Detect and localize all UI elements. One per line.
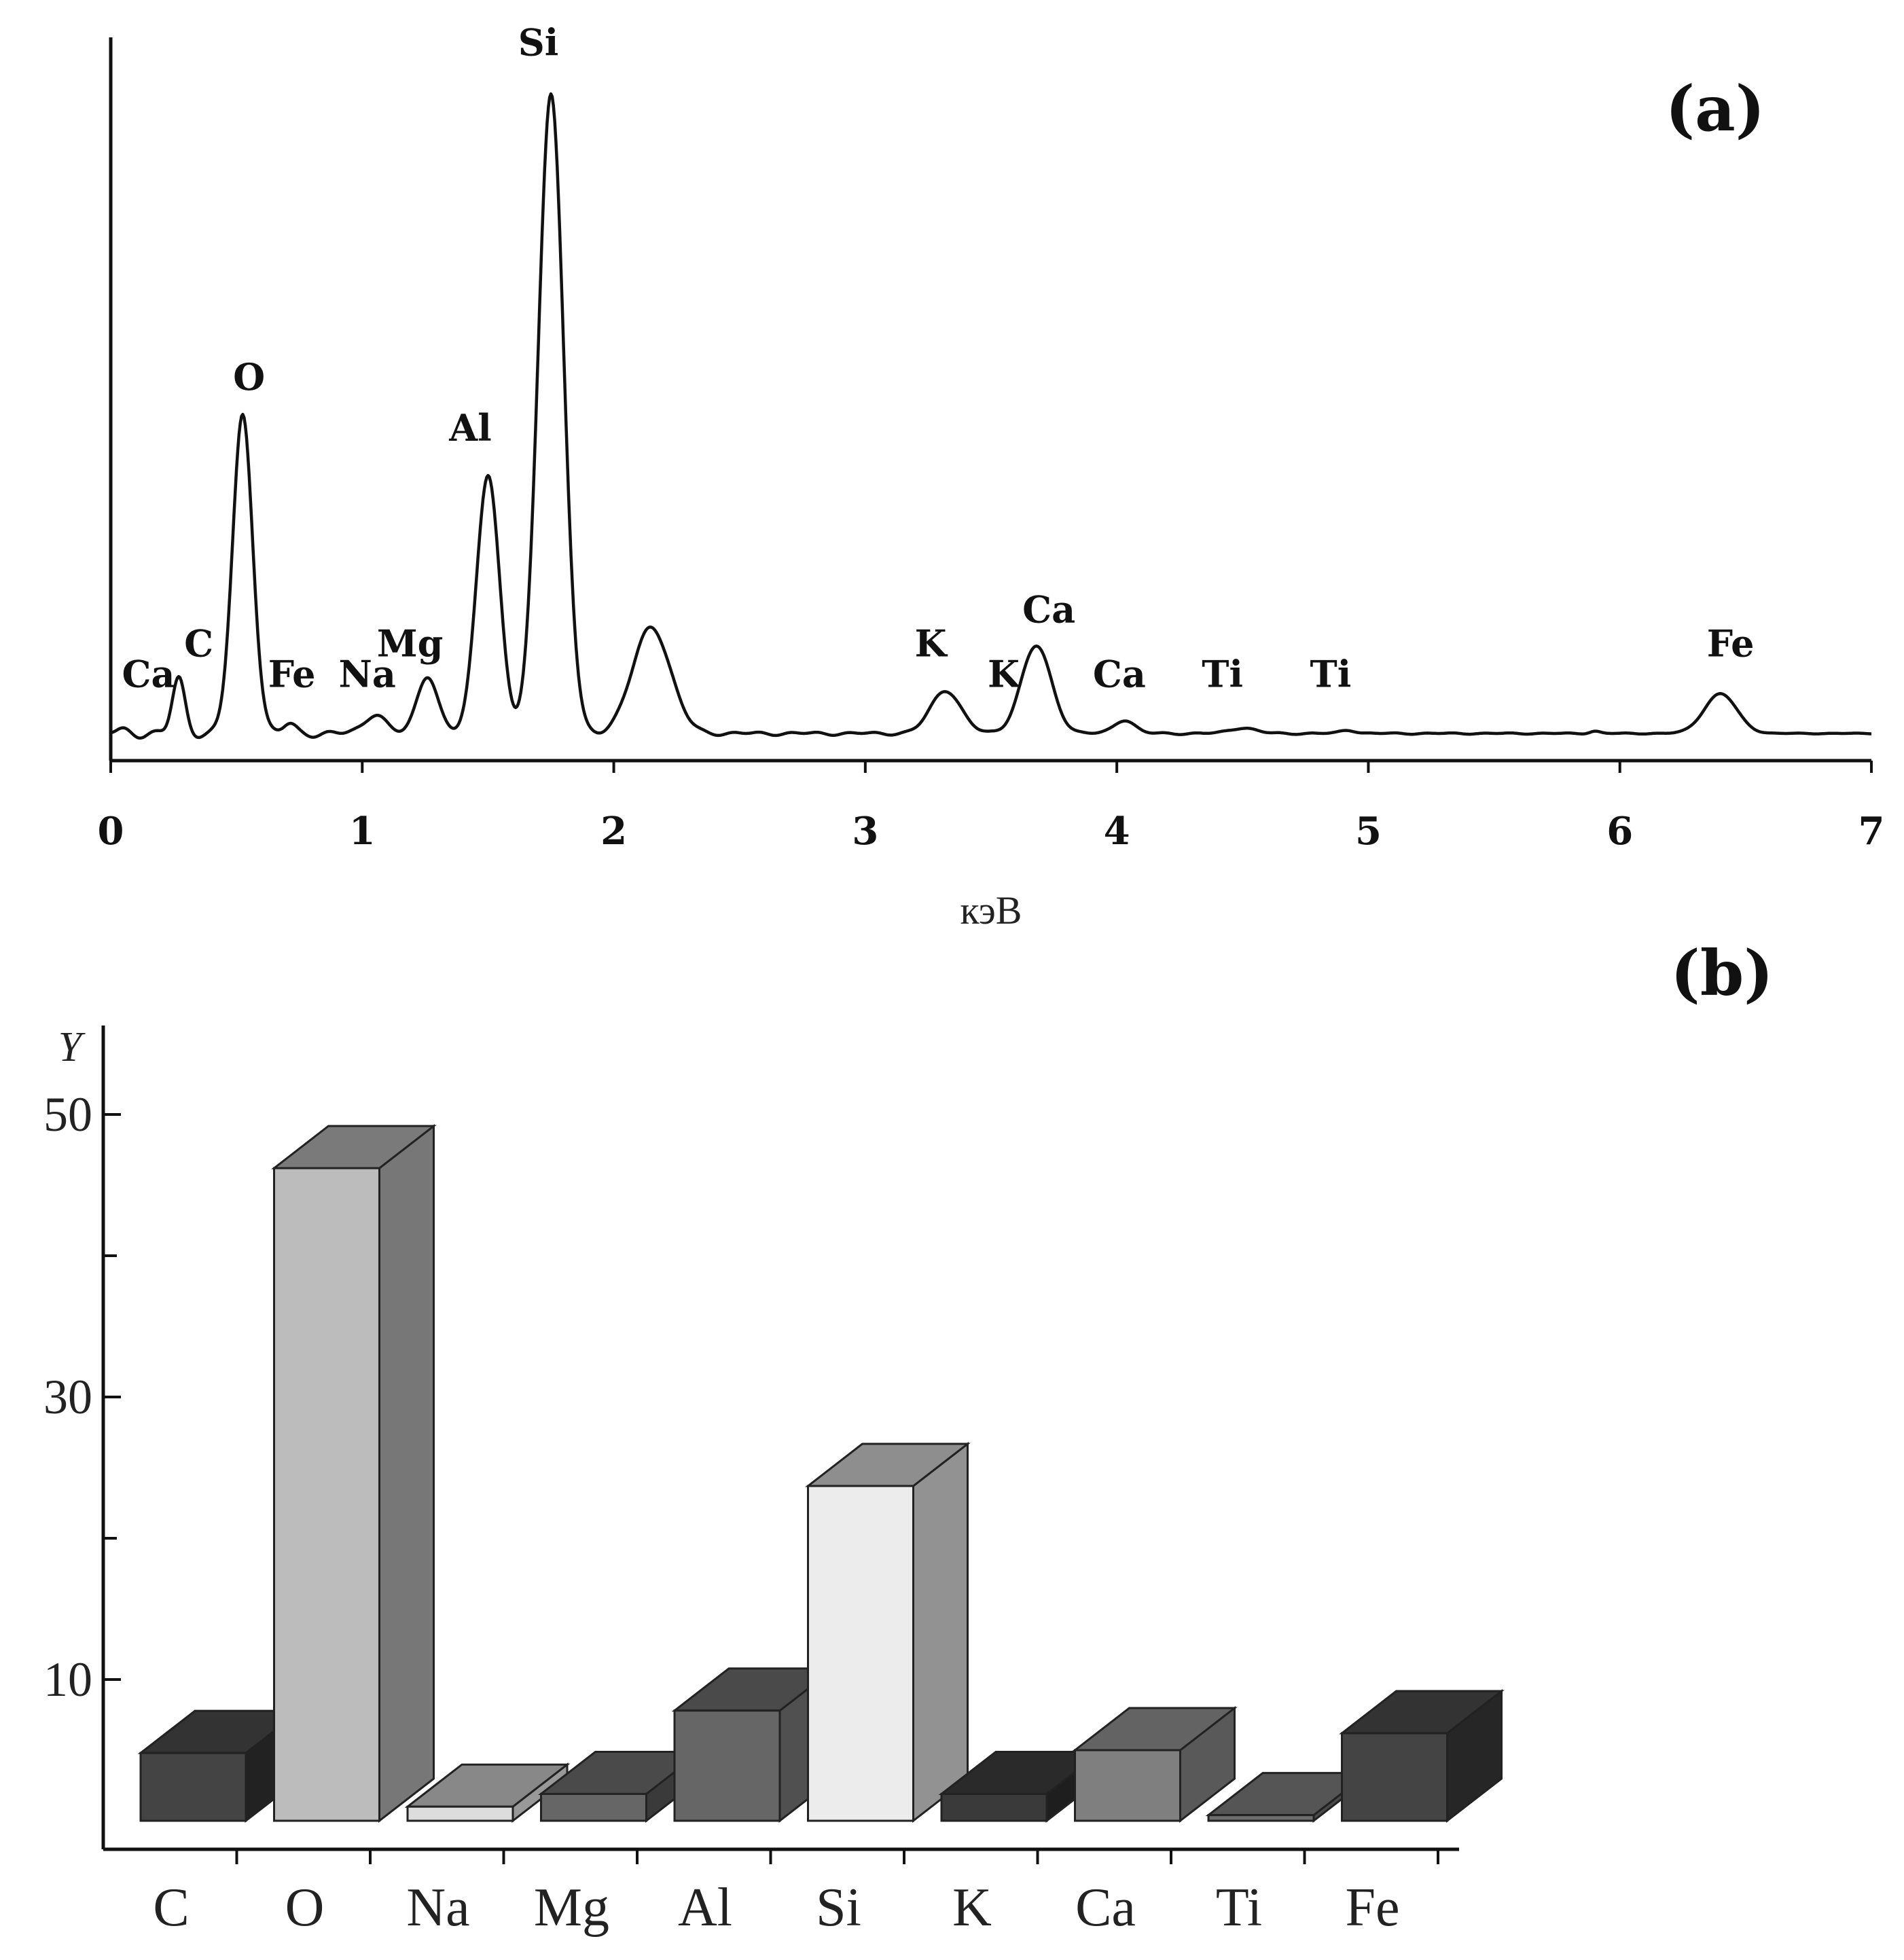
bar-y-tick-label: 30	[43, 1370, 92, 1424]
spectrum-x-tick-label: 3	[852, 809, 878, 854]
bar-na	[404, 1762, 571, 1823]
bar-x-tick-label: K	[952, 1878, 992, 1938]
bar-front-al	[673, 1709, 781, 1822]
bar-front-fe	[1341, 1732, 1448, 1822]
bar-front-ca	[1074, 1749, 1181, 1822]
bar-x-tick-label: C	[153, 1878, 189, 1938]
bar-front-si	[807, 1485, 914, 1822]
bar-x-tick-label: Si	[816, 1878, 861, 1938]
spectrum-x-tick-label: 6	[1606, 809, 1633, 854]
peak-label-fe: Fe	[1707, 621, 1755, 665]
bar-front-k	[940, 1792, 1048, 1822]
bar-front-ti	[1207, 1814, 1315, 1822]
bar-y-ticks: 10 30 50	[43, 1087, 121, 1707]
peak-label-al: Al	[448, 406, 491, 450]
bar-si	[805, 1441, 971, 1823]
spectrum-x-tick-label: 1	[349, 809, 376, 854]
peak-label-k: K	[988, 652, 1021, 695]
bar-front-c	[139, 1752, 247, 1822]
peak-label-ca: Ca	[1093, 652, 1146, 695]
bar-fe	[1339, 1688, 1505, 1823]
peak-label-ca: Ca	[122, 652, 175, 695]
peak-label-si: Si	[518, 20, 559, 64]
bar-x-tick-label: Na	[406, 1878, 469, 1938]
bar-front-o	[273, 1167, 380, 1822]
bar-x-tick-label: O	[285, 1878, 325, 1938]
spectrum-x-tick-label: 5	[1355, 809, 1382, 854]
spectrum-x-ticks: 0 1 2 3 4 5 6 7	[98, 761, 1885, 854]
bar-x-tick-label: Mg	[534, 1878, 609, 1938]
bar-o	[271, 1123, 437, 1823]
peak-label-fe: Fe	[268, 652, 316, 695]
bar-x-tick-label: Ti	[1216, 1878, 1262, 1938]
bar-y-tick-label: 50	[43, 1087, 92, 1142]
bar-y-axis-label: Y	[58, 1024, 86, 1070]
bar-panel: (b) Y 10 30 50 C O Na Mg Al Si K Ca Ti Fe	[43, 937, 1774, 1938]
bar-y-tick-label: 10	[43, 1652, 92, 1707]
peak-label-o: O	[233, 355, 265, 399]
peak-label-ti: Ti	[1310, 652, 1352, 695]
bar-front-na	[406, 1805, 514, 1822]
spectrum-x-label: кэВ	[960, 888, 1022, 932]
spectrum-x-tick-label: 4	[1104, 809, 1130, 854]
spectrum-line	[110, 92, 1872, 740]
bar-side-o	[378, 1123, 435, 1823]
peak-label-k: K	[915, 621, 948, 665]
spectrum-x-tick-label: 7	[1858, 809, 1885, 854]
spectrum-x-tick-label: 2	[600, 809, 627, 854]
panel-label-a: (a)	[1666, 72, 1765, 145]
bar-front-mg	[540, 1792, 647, 1822]
peak-label-c: C	[184, 621, 213, 665]
bar-x-tick-label: Fe	[1346, 1878, 1400, 1938]
peak-label-mg: Mg	[377, 621, 444, 665]
spectrum-x-tick-label: 0	[98, 809, 124, 854]
peak-label-na: Na	[339, 652, 396, 695]
bar-side-si	[912, 1441, 969, 1823]
bar-ca	[1072, 1705, 1238, 1823]
bar-x-tick-label: Ca	[1075, 1878, 1136, 1938]
peak-label-ti: Ti	[1202, 652, 1243, 695]
bar-x-tick-label: Al	[678, 1878, 732, 1938]
bar-series	[137, 1123, 1505, 1823]
panel-label-b: (b)	[1670, 937, 1773, 1010]
bar-x-ticks: C O Na Mg Al Si K Ca Ti Fe	[153, 1849, 1439, 1938]
peak-label-ca: Ca	[1022, 587, 1075, 631]
